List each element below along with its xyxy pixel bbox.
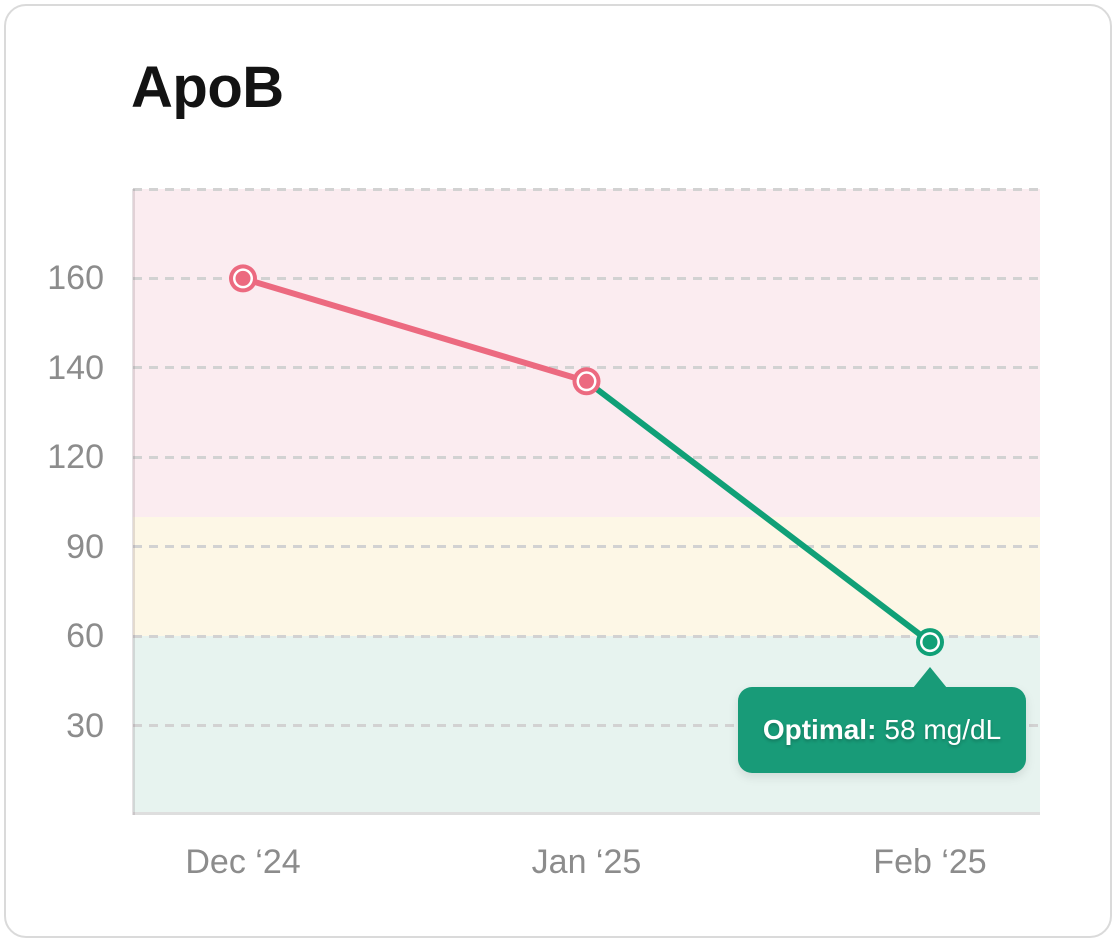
- trend-line-svg: [229, 264, 944, 657]
- tooltip: Optimal: 58 mg/dL: [738, 667, 1026, 774]
- y-axis-line: [132, 189, 135, 815]
- gridline-60: [133, 634, 1040, 638]
- data-point-dec-24[interactable]: [229, 264, 257, 293]
- gridline-120: [133, 455, 1040, 459]
- zone-high: [133, 189, 1040, 517]
- tooltip-value: 58 mg/dL: [884, 714, 1002, 746]
- tooltip-label: Optimal:: [762, 714, 877, 746]
- y-axis-label-90: 90: [66, 527, 104, 566]
- line-segment-1: [583, 378, 933, 646]
- data-point-circle: [235, 270, 251, 286]
- x-axis-line: [133, 812, 1040, 815]
- gridline-180: [133, 187, 1040, 191]
- y-axis-label-120: 120: [47, 438, 104, 477]
- gridline-30: [133, 724, 1040, 728]
- data-point-jan-25[interactable]: [572, 367, 601, 396]
- line-segment-0: [240, 275, 590, 385]
- data-point-circle: [579, 373, 594, 389]
- data-point-feb-25[interactable]: [916, 628, 944, 657]
- x-axis-label-dec-24: Dec ‘24: [185, 843, 301, 881]
- tooltip-arrow: [913, 667, 947, 689]
- chart-title: ApoB: [131, 55, 284, 120]
- zone-borderline: [133, 516, 1040, 637]
- x-axis-label-jan-25: Jan ‘25: [531, 843, 642, 881]
- gridline-90: [133, 545, 1040, 549]
- y-axis-label-160: 160: [47, 259, 104, 298]
- y-axis-label-60: 60: [66, 617, 104, 656]
- gridline-160: [133, 276, 1040, 280]
- x-axis-label-feb-25: Feb ‘25: [873, 843, 987, 881]
- data-point-circle: [922, 634, 938, 650]
- y-axis-label-30: 30: [66, 706, 104, 745]
- y-axis-label-140: 140: [47, 348, 104, 387]
